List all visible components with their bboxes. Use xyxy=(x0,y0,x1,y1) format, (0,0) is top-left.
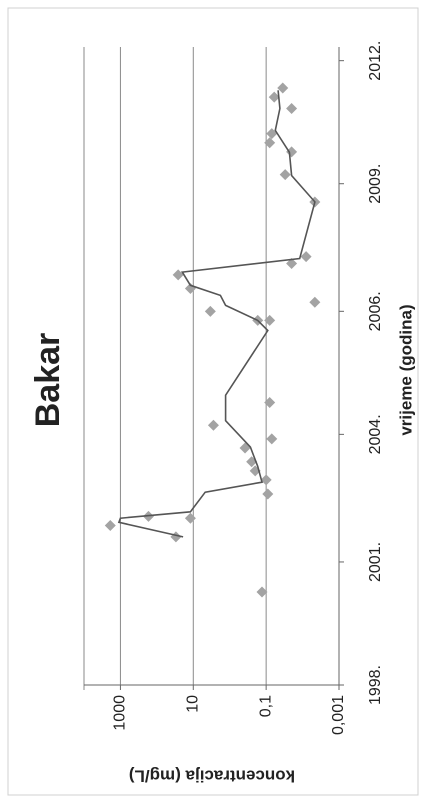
data-point xyxy=(300,251,312,263)
data-point xyxy=(104,520,116,531)
y-tick-label: 10 xyxy=(185,695,202,713)
data-point xyxy=(264,137,276,149)
data-point xyxy=(264,396,276,408)
chart-title: Bakar xyxy=(29,333,67,428)
data-point xyxy=(286,103,298,115)
data-point xyxy=(286,257,298,269)
y-tick-label: 0,001 xyxy=(330,695,347,735)
data-point xyxy=(204,305,216,317)
data-point xyxy=(172,269,184,281)
data-point xyxy=(279,169,291,181)
data-point xyxy=(207,419,219,431)
data-point xyxy=(286,146,298,158)
data-point xyxy=(246,456,258,468)
x-tick-label: 2006. xyxy=(367,291,384,331)
y-axis-title: koncentracija (mg/L) xyxy=(129,767,295,786)
data-point xyxy=(262,488,274,500)
data-point xyxy=(266,128,278,140)
data-point xyxy=(184,512,196,524)
x-tick-label: 2009. xyxy=(367,164,384,204)
data-point xyxy=(266,433,278,445)
data-point xyxy=(268,91,280,103)
y-tick-label: 0,1 xyxy=(257,695,274,717)
x-axis-title: vrijeme (godina) xyxy=(396,304,415,435)
chart-frame xyxy=(7,7,419,796)
x-tick-label: 1998. xyxy=(367,665,384,705)
data-point xyxy=(264,314,276,326)
x-tick-label: 2004. xyxy=(367,414,384,454)
trend-line xyxy=(117,90,316,538)
x-tick-label: 2012. xyxy=(367,41,384,81)
data-point xyxy=(309,296,321,308)
y-tick-label: 1000 xyxy=(112,695,129,731)
data-point xyxy=(260,474,272,486)
x-tick-label: 2001. xyxy=(367,542,384,582)
data-point xyxy=(239,442,251,454)
data-point xyxy=(256,586,268,598)
data-point xyxy=(277,82,289,94)
